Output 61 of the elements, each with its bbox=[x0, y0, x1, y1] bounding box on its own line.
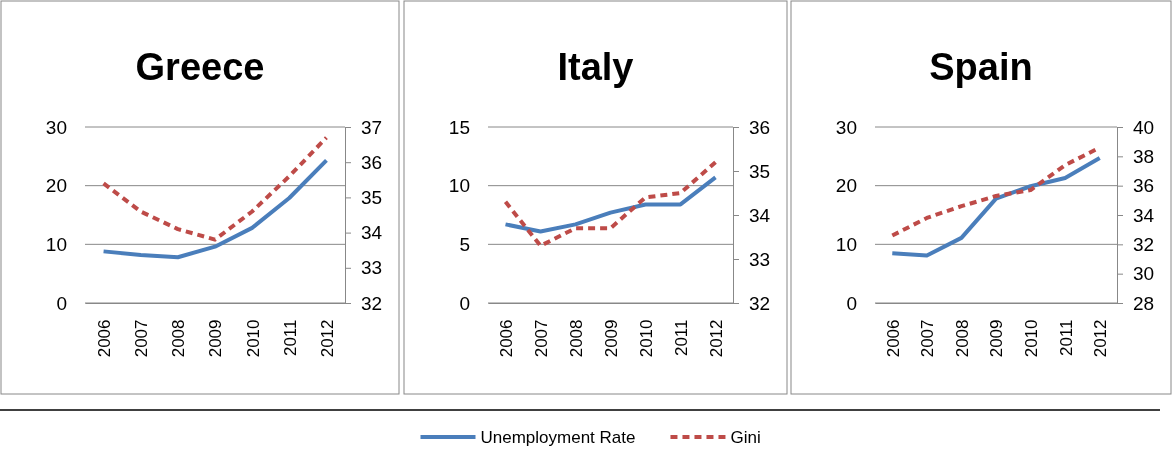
x-tick-label: 2007 bbox=[918, 319, 938, 358]
y2-tick-label: 35 bbox=[749, 160, 771, 182]
line-series bbox=[101, 135, 329, 242]
chart-title: Greece bbox=[135, 46, 265, 88]
chart-title: Italy bbox=[557, 46, 634, 88]
x-tick-label: 2009 bbox=[601, 319, 621, 358]
y2-tick-label: 32 bbox=[749, 292, 771, 314]
y2-tick-label: 33 bbox=[749, 248, 771, 270]
y-tick-label: 30 bbox=[835, 116, 857, 138]
y2-tick-label: 32 bbox=[361, 292, 383, 314]
y-tick-label: 20 bbox=[835, 175, 857, 197]
y2-tick-label: 36 bbox=[1133, 175, 1155, 197]
x-tick-label: 2006 bbox=[883, 319, 903, 358]
y2-tick-label: 37 bbox=[361, 116, 383, 138]
y-tick-label: 0 bbox=[56, 292, 67, 314]
x-tick-label: 2008 bbox=[952, 319, 972, 358]
y-tick-label: 15 bbox=[448, 116, 470, 138]
y2-tick-label: 40 bbox=[1133, 116, 1155, 138]
line-series bbox=[503, 160, 718, 248]
x-tick-label: 2007 bbox=[132, 319, 152, 358]
x-tick-label: 2012 bbox=[317, 319, 337, 358]
x-tick-label: 2007 bbox=[531, 319, 551, 358]
y2-tick-label: 36 bbox=[361, 151, 383, 173]
y-tick-label: 5 bbox=[459, 233, 470, 255]
y-tick-label: 0 bbox=[459, 292, 470, 314]
x-tick-label: 2011 bbox=[280, 319, 300, 357]
x-tick-label: 2010 bbox=[1022, 319, 1042, 358]
x-tick-label: 2006 bbox=[496, 319, 516, 358]
y-tick-label: 20 bbox=[45, 175, 67, 197]
y2-tick-label: 28 bbox=[1133, 292, 1155, 314]
y2-tick-label: 34 bbox=[749, 204, 771, 226]
x-tick-label: 2012 bbox=[1091, 319, 1111, 358]
y-tick-label: 30 bbox=[45, 116, 67, 138]
y2-tick-label: 30 bbox=[1133, 263, 1155, 285]
x-tick-label: 2011 bbox=[671, 319, 691, 357]
x-tick-label: 2009 bbox=[987, 319, 1007, 358]
line-series bbox=[890, 156, 1102, 258]
x-tick-label: 2012 bbox=[706, 319, 726, 358]
line-series bbox=[503, 175, 718, 234]
y2-tick-label: 33 bbox=[361, 257, 383, 279]
y-tick-label: 0 bbox=[846, 292, 857, 314]
y2-tick-label: 38 bbox=[1133, 145, 1155, 167]
x-tick-label: 2009 bbox=[206, 319, 226, 358]
x-tick-label: 2010 bbox=[636, 319, 656, 358]
y-tick-label: 10 bbox=[448, 175, 470, 197]
y2-tick-label: 34 bbox=[361, 222, 383, 244]
y2-tick-label: 35 bbox=[361, 186, 383, 208]
y-tick-label: 10 bbox=[835, 233, 857, 255]
legend-label: Gini bbox=[730, 428, 761, 447]
y2-tick-label: 34 bbox=[1133, 204, 1155, 226]
x-tick-label: 2010 bbox=[243, 319, 263, 358]
legend-label: Unemployment Rate bbox=[480, 428, 636, 447]
chart-title: Spain bbox=[929, 46, 1033, 88]
y2-tick-label: 36 bbox=[749, 116, 771, 138]
x-tick-label: 2008 bbox=[169, 319, 189, 358]
x-tick-label: 2006 bbox=[95, 319, 115, 358]
y2-tick-label: 32 bbox=[1133, 233, 1155, 255]
x-tick-label: 2011 bbox=[1056, 319, 1076, 357]
line-series bbox=[101, 158, 329, 260]
x-tick-label: 2008 bbox=[566, 319, 586, 358]
y-tick-label: 10 bbox=[45, 233, 67, 255]
